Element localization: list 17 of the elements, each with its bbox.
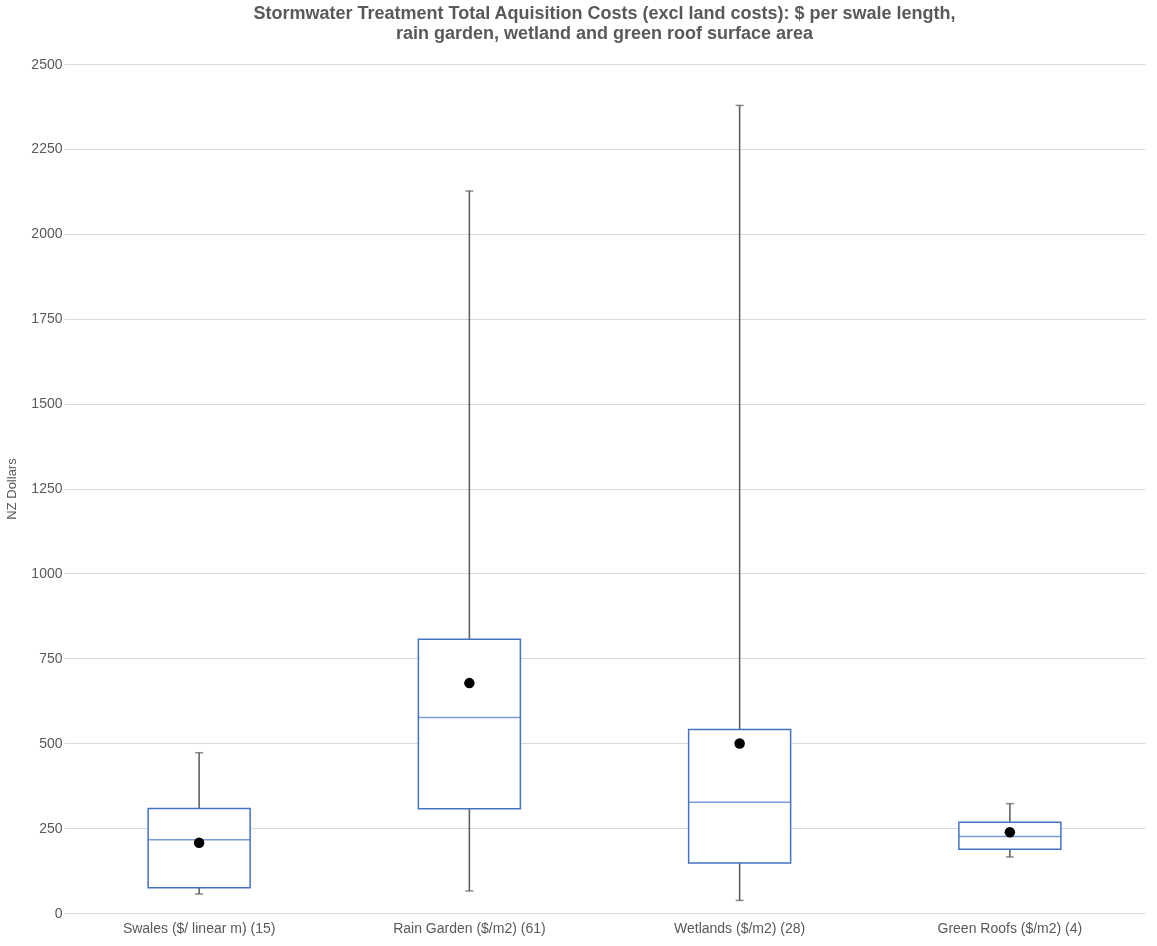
y-tick-label: 2500 xyxy=(31,55,63,72)
x-tick-label: Wetlands ($/m2) (28) xyxy=(674,919,806,936)
y-tick-label: 500 xyxy=(39,734,63,751)
x-tick-label: Rain Garden ($/m2) (61) xyxy=(393,919,546,936)
y-tick-label: 1000 xyxy=(31,564,63,581)
y-tick-label: 0 xyxy=(54,904,63,921)
y-axis-title: NZ Dollars xyxy=(4,457,20,520)
y-tick-label: 750 xyxy=(39,649,63,666)
y-tick-label: 250 xyxy=(39,819,63,836)
chart-title: Stormwater Treatment Total Aquisition Costs (excl land costs): $ per swale length, rain garden, wetland and green roof surface area xyxy=(253,3,956,43)
y-tick-label: 2000 xyxy=(31,225,63,242)
y-tick-label: 2250 xyxy=(31,140,63,157)
y-tick-label: 1750 xyxy=(31,310,63,327)
y-tick-label: 1250 xyxy=(31,480,63,496)
x-tick-label: Green Roofs ($/m2) (4) xyxy=(937,919,1083,936)
x-tick-label: Swales ($/ linear m) (15) xyxy=(122,919,276,936)
y-tick-label: 1500 xyxy=(31,395,63,412)
